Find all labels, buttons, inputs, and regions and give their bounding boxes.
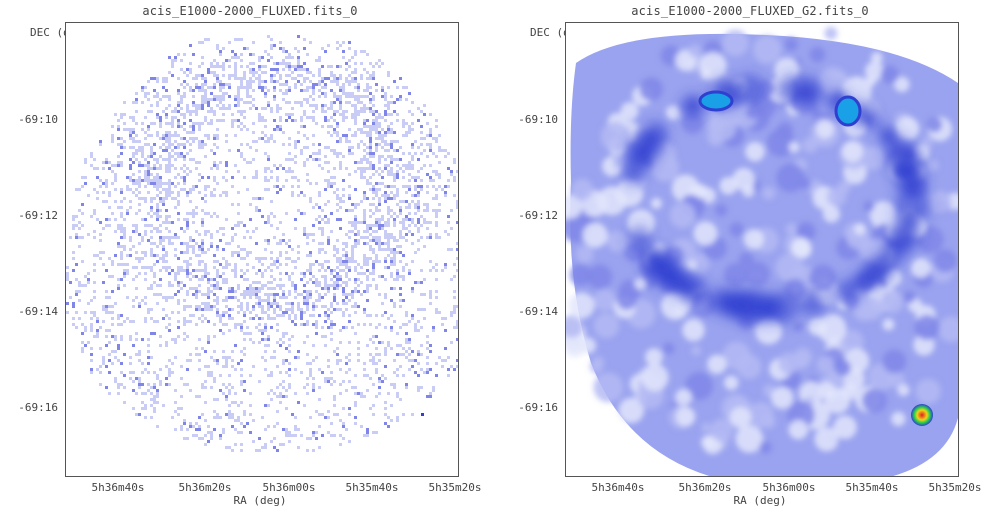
y-tick-label: -69:14 (18, 305, 58, 318)
right-image-panel: acis_E1000-2000_FLUXED_G2.fits_0 DEC (de… (500, 0, 1000, 515)
y-tick-label: -69:14 (518, 305, 558, 318)
panel-title: acis_E1000-2000_FLUXED.fits_0 (142, 4, 358, 18)
count-pixels (66, 35, 458, 452)
x-tick-label: 5h36m00s (762, 481, 816, 494)
y-tick-label: -69:12 (518, 209, 558, 222)
y-tick-label: -69:12 (18, 209, 58, 222)
left-image-panel: acis_E1000-2000_FLUXED.fits_0 DEC (deg) … (18, 4, 481, 507)
y-tick-label: -69:16 (518, 401, 558, 414)
bright-knot (834, 95, 862, 127)
x-tick-label: 5h36m20s (178, 481, 232, 494)
bright-knot (698, 90, 734, 112)
x-tick-label: 5h36m20s (678, 481, 732, 494)
x-tick-label: 5h36m40s (91, 481, 145, 494)
shell-emission (623, 74, 931, 325)
smoothed-image-svg (566, 26, 958, 476)
x-tick-label: 5h35m20s (428, 481, 482, 494)
x-tick-label: 5h36m00s (262, 481, 316, 494)
x-tick-label: 5h35m40s (845, 481, 899, 494)
y-tick-label: -69:16 (18, 401, 58, 414)
y-tick-label: -69:10 (518, 113, 558, 126)
y-tick-label: -69:10 (18, 113, 58, 126)
x-axis-label: RA (deg) (733, 494, 787, 507)
x-tick-label: 5h35m20s (928, 481, 982, 494)
x-tick-label: 5h35m40s (345, 481, 399, 494)
x-tick-label: 5h36m40s (591, 481, 645, 494)
sparse-image-canvas[interactable] (65, 22, 459, 477)
sparse-image-svg (66, 35, 458, 452)
x-axis-label: RA (deg) (233, 494, 287, 507)
panel-title: acis_E1000-2000_FLUXED_G2.fits_0 (631, 4, 869, 18)
point-source-marker (421, 413, 424, 416)
smoothed-image-canvas[interactable] (565, 22, 959, 477)
point-source-hotspot (911, 404, 933, 426)
